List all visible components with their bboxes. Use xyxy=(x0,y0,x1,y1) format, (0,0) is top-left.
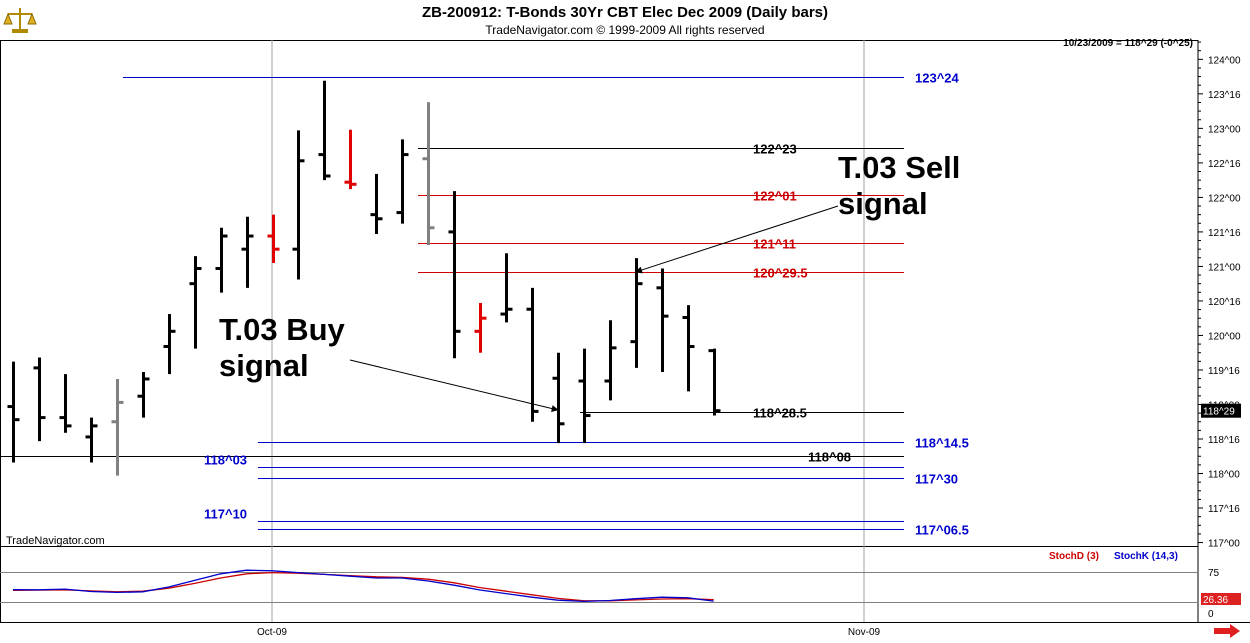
ohlc-bar xyxy=(578,348,591,444)
x-axis-label: Nov-09 xyxy=(848,627,881,638)
last-price-label: 118^29 xyxy=(1203,407,1235,418)
chart-subtitle: TradeNavigator.com © 1999-2009 All right… xyxy=(485,23,765,37)
ohlc-bar xyxy=(318,80,331,181)
scales-logo-icon xyxy=(3,8,37,33)
annotation-arrow xyxy=(635,205,839,274)
stoch-tick-label: 75 xyxy=(1208,568,1220,579)
price-tick-label: 123^16 xyxy=(1208,90,1241,101)
annotation-text: T.03 Sell xyxy=(838,150,960,185)
price-tick-label: 117^00 xyxy=(1208,539,1240,550)
ohlc-bar xyxy=(137,372,150,418)
level-label: 118^28.5 xyxy=(753,406,807,421)
ohlc-bar xyxy=(241,216,254,288)
stoch-value-tag xyxy=(1201,593,1241,605)
price-tick-label: 121^00 xyxy=(1208,262,1241,273)
price-tick-label: 118^00 xyxy=(1208,470,1240,481)
price-tick-label: 121^16 xyxy=(1208,228,1241,239)
last-price-tag xyxy=(1201,403,1241,418)
ohlc-bar xyxy=(163,314,176,375)
level-label: 123^24 xyxy=(915,71,960,86)
level-label: 118^03 xyxy=(204,453,247,468)
ohlc-bar xyxy=(59,374,72,433)
level-label: 121^11 xyxy=(753,237,796,252)
level-label: 117^10 xyxy=(204,507,247,522)
legend-stoch-d: StochD (3) xyxy=(1049,551,1099,562)
chart-title: ZB-200912: T-Bonds 30Yr CBT Elec Dec 200… xyxy=(422,4,828,21)
ohlc-bar xyxy=(708,348,721,416)
ohlc-bar xyxy=(267,214,280,263)
ohlc-bar xyxy=(189,256,202,349)
legend-stoch-k: StochK (14,3) xyxy=(1114,551,1178,562)
ohlc-bar xyxy=(656,268,669,373)
ohlc-bar xyxy=(7,361,20,463)
annotation-text: T.03 Buy xyxy=(219,312,346,347)
level-label: 118^08 xyxy=(808,450,851,465)
ohlc-bar xyxy=(85,417,98,463)
ohlc-bar xyxy=(33,357,46,442)
level-label: 118^14.5 xyxy=(915,436,969,451)
date-price-readout: 10/23/2009 = 118^29 (-0^25) xyxy=(1063,38,1193,49)
stoch-value-label: 26.36 xyxy=(1203,595,1228,606)
price-tick-label: 124^00 xyxy=(1208,55,1241,66)
price-tick-label: 119^16 xyxy=(1208,366,1240,377)
price-tick-label: 117^16 xyxy=(1208,504,1240,515)
price-tick-label: 122^00 xyxy=(1208,193,1241,204)
price-pane-frame xyxy=(0,40,1199,547)
ohlc-bar xyxy=(370,173,383,234)
x-axis-label: Oct-09 xyxy=(257,627,287,638)
level-label: 122^01 xyxy=(753,189,797,204)
level-label: 120^29.5 xyxy=(753,266,808,281)
level-label: 117^30 xyxy=(915,472,958,487)
ohlc-bar xyxy=(604,320,617,401)
annotation-arrow xyxy=(349,359,559,412)
ohlc-bar xyxy=(111,378,124,476)
watermark-text: TradeNavigator.com xyxy=(6,535,105,547)
stoch-k-line xyxy=(12,569,714,603)
ohlc-bar xyxy=(292,130,305,280)
price-tick-label: 120^00 xyxy=(1208,331,1241,342)
ohlc-bar xyxy=(474,303,487,353)
level-label: 122^23 xyxy=(753,142,797,157)
ohlc-bar xyxy=(552,352,565,444)
ohlc-bar xyxy=(422,102,435,246)
scroll-right-arrow-icon[interactable] xyxy=(1214,624,1240,638)
ohlc-bar xyxy=(630,258,643,368)
ohlc-bar xyxy=(396,139,409,224)
price-tick-label: 123^00 xyxy=(1208,124,1241,135)
stoch-tick-label: 0 xyxy=(1208,609,1214,620)
ohlc-bar xyxy=(682,305,695,392)
annotation-text: signal xyxy=(838,186,928,221)
ohlc-bar xyxy=(448,191,461,359)
price-tick-label: 118^16 xyxy=(1208,435,1240,446)
ohlc-bar xyxy=(215,227,228,293)
ohlc-bar xyxy=(526,287,539,422)
ohlc-bar xyxy=(344,129,357,190)
annotation-text: signal xyxy=(219,348,309,383)
price-tick-label: 122^16 xyxy=(1208,159,1241,170)
price-tick-label: 120^16 xyxy=(1208,297,1241,308)
level-label: 117^06.5 xyxy=(915,523,969,538)
ohlc-bar xyxy=(500,253,513,323)
